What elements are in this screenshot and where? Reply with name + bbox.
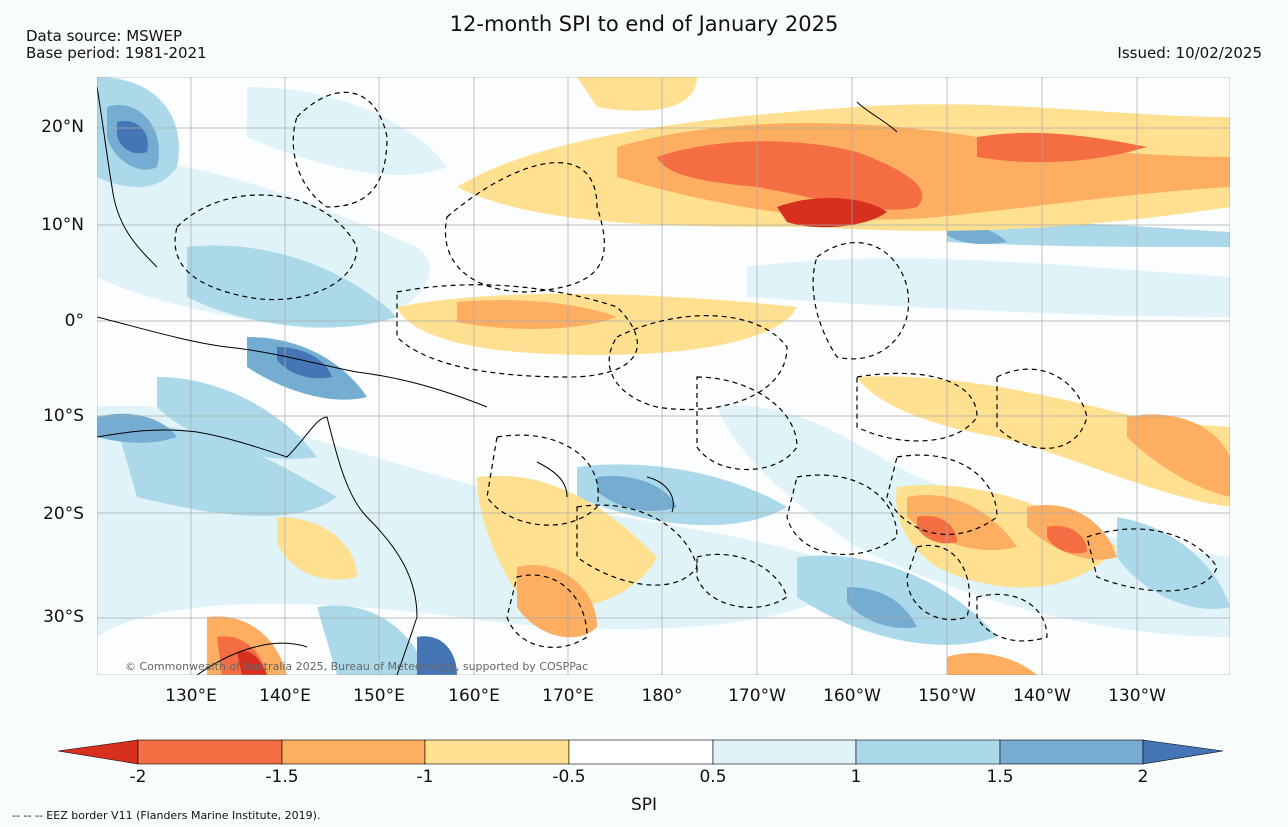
- colorbar-segment: [855, 739, 1001, 765]
- lon-label-140e: 140°E: [259, 686, 311, 706]
- lat-label-10n: 10°N: [41, 215, 84, 235]
- extreme-dry-areas: [237, 197, 887, 675]
- issued-date: Issued: 10/02/2025: [1117, 44, 1262, 62]
- colorbar-segment: [424, 739, 570, 765]
- colorbar-tick: -1.5: [265, 767, 299, 787]
- eez-borders: [174, 91, 1218, 648]
- data-source-text: Data source: MSWEP: [26, 27, 183, 45]
- lat-label-0: 0°: [64, 311, 84, 331]
- colorbar-segment: [568, 739, 714, 765]
- spi-map: [97, 77, 1230, 675]
- colorbar-segment: [712, 739, 857, 765]
- lon-label-170e: 170°E: [542, 686, 594, 706]
- coastlines: [97, 86, 898, 675]
- colorbar-right-extend: [1142, 739, 1224, 765]
- lat-label-10s: 10°S: [43, 406, 84, 426]
- colorbar-tick: -1: [416, 767, 434, 787]
- very-wet-areas: [117, 121, 457, 675]
- lon-label-170w: 170°W: [728, 686, 786, 706]
- lon-label-180: 180°: [641, 686, 683, 706]
- colorbar-tick: 2: [1137, 767, 1149, 787]
- base-period-text: Base period: 1981-2021: [26, 44, 207, 62]
- colorbar-label: SPI: [630, 795, 658, 815]
- colorbar-left-extend: [57, 739, 139, 765]
- copyright-text: © Commonwealth of Australia 2025, Bureau…: [125, 660, 589, 673]
- chart-title: 12-month SPI to end of January 2025: [449, 12, 839, 36]
- lon-label-160e: 160°E: [448, 686, 500, 706]
- colorbar-tick: 1: [850, 767, 862, 787]
- colorbar-segment: [281, 739, 426, 765]
- lon-label-150w: 150°W: [918, 686, 976, 706]
- lat-label-30s: 30°S: [43, 607, 84, 627]
- colorbar-tick: 1.5: [986, 767, 1014, 787]
- colorbar-segment: [137, 739, 283, 765]
- colorbar-tick: -2: [129, 767, 147, 787]
- gridlines: [97, 77, 1230, 675]
- lon-label-130w: 130°W: [1108, 686, 1166, 706]
- colorbar: [57, 739, 1224, 765]
- lat-label-20s: 20°S: [43, 504, 84, 524]
- lon-label-130e: 130°E: [165, 686, 217, 706]
- colorbar-tick: 0.5: [699, 767, 727, 787]
- colorbar-tick: -0.5: [552, 767, 586, 787]
- severe-dry-areas: [217, 132, 1147, 675]
- lat-label-20n: 20°N: [41, 117, 84, 137]
- lon-label-150e: 150°E: [353, 686, 405, 706]
- lon-label-160w: 160°W: [823, 686, 881, 706]
- eez-footnote: -- -- -- EEZ border V11 (Flanders Marine…: [12, 809, 321, 822]
- colorbar-segment: [999, 739, 1144, 765]
- lon-label-140w: 140°W: [1013, 686, 1071, 706]
